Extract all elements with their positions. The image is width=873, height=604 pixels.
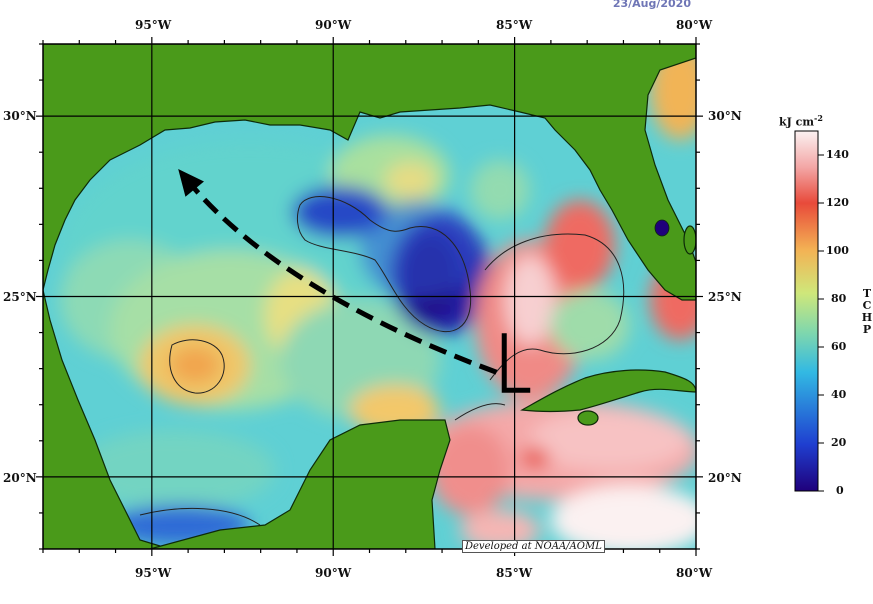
land-masses	[43, 44, 696, 549]
lat-label-right-25n: 25°N	[708, 290, 742, 304]
colorbar-tick-label-120: 120	[826, 196, 849, 209]
lon-label-bottom-85w: 85°W	[496, 566, 533, 580]
colorbar-ticks	[818, 154, 824, 492]
colorbar-unit-label: kJ cm-2	[779, 113, 823, 129]
map-area	[43, 44, 696, 549]
land-yucatan	[149, 419, 451, 549]
land-mexico	[43, 289, 171, 549]
lon-label-bottom-95w: 95°W	[135, 566, 172, 580]
lon-label-top-85w: 85°W	[496, 18, 533, 32]
lat-label-right-20n: 20°N	[708, 471, 742, 485]
date-label: 23/Aug/2020	[612, 0, 691, 10]
colorbar-tick-label-60: 60	[831, 340, 847, 353]
colorbar-unit-text: kJ cm	[779, 115, 814, 129]
lat-label-left-20n: 20°N	[3, 471, 37, 485]
colorbar-unit-exponent: -2	[814, 113, 823, 123]
lon-label-top-80w: 80°W	[676, 18, 713, 32]
storm-track-arrow	[186, 179, 498, 375]
colorbar-tick-label-140: 140	[826, 148, 849, 161]
storm-track-arrowhead	[178, 169, 204, 197]
credit-label: Developed at NOAA/AOML	[462, 540, 605, 553]
colorbar-bar	[794, 130, 819, 492]
land-isle-of-youth	[577, 410, 599, 426]
lon-label-bottom-90w: 90°W	[315, 566, 352, 580]
lon-label-bottom-80w: 80°W	[676, 566, 713, 580]
colorbar-tick-label-0: 0	[836, 484, 844, 497]
lat-label-left-25n: 25°N	[3, 290, 37, 304]
colorbar-tick-label-40: 40	[831, 388, 847, 401]
land-bahamas	[683, 225, 696, 255]
lat-label-left-30n: 30°N	[3, 109, 37, 123]
colorbar-tick-label-80: 80	[831, 292, 847, 305]
lon-label-top-95w: 95°W	[135, 18, 172, 32]
graticule	[43, 44, 696, 549]
colorbar-tick-label-100: 100	[826, 244, 849, 257]
colorbar-axis-label: TCHP	[861, 287, 873, 336]
land-north-america	[43, 44, 696, 301]
colorbar-tick-label-20: 20	[831, 436, 847, 449]
contour-lines	[139, 196, 625, 526]
lat-label-right-30n: 30°N	[708, 109, 742, 123]
lake-okeechobee	[654, 219, 670, 237]
lon-label-top-90w: 90°W	[315, 18, 352, 32]
map-ticks	[36, 37, 703, 556]
storm-position-symbol	[501, 333, 531, 393]
